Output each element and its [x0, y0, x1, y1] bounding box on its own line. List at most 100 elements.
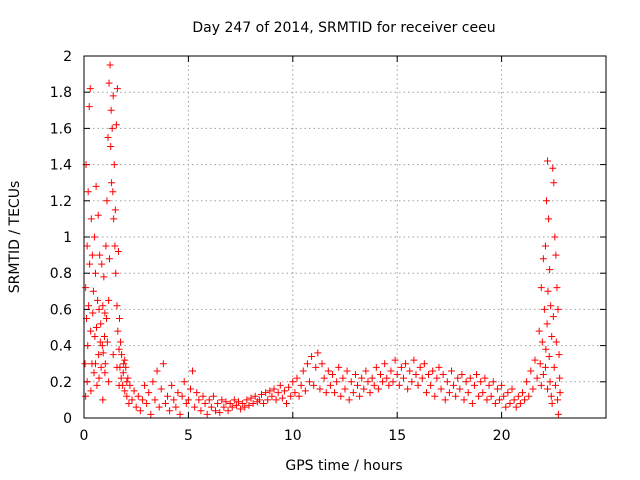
data-point — [379, 378, 387, 386]
data-point — [546, 266, 554, 274]
data-point — [306, 378, 314, 386]
data-point — [276, 381, 284, 389]
data-point — [274, 389, 282, 397]
data-point — [345, 396, 353, 404]
data-point — [397, 363, 405, 371]
data-point — [147, 410, 155, 418]
data-point — [556, 374, 564, 382]
data-point — [203, 410, 211, 418]
data-point — [114, 327, 122, 335]
data-point — [498, 381, 506, 389]
data-point — [91, 360, 99, 368]
data-point — [214, 400, 222, 408]
data-point — [141, 381, 149, 389]
data-point — [536, 360, 544, 368]
data-point — [101, 360, 109, 368]
data-point — [545, 215, 553, 223]
data-point — [435, 363, 443, 371]
data-point — [527, 367, 535, 375]
data-point — [197, 407, 205, 415]
data-point — [287, 392, 295, 400]
data-point — [542, 197, 550, 205]
x-tick-label: 20 — [493, 428, 511, 444]
data-point — [293, 374, 301, 382]
data-point — [549, 164, 557, 172]
data-point — [272, 396, 280, 404]
data-point — [535, 327, 543, 335]
x-axis-label: GPS time / hours — [285, 458, 402, 474]
data-point — [491, 400, 499, 408]
data-point — [195, 396, 203, 404]
data-point — [83, 378, 91, 386]
data-point — [207, 403, 215, 411]
data-point — [113, 302, 121, 310]
data-point — [550, 363, 558, 371]
data-point — [111, 242, 119, 250]
data-point — [320, 374, 328, 382]
data-point — [110, 161, 118, 169]
data-point — [299, 367, 307, 375]
data-point — [552, 338, 560, 346]
data-point — [425, 371, 433, 379]
data-point — [96, 338, 104, 346]
data-point — [88, 251, 96, 259]
data-point — [393, 371, 401, 379]
data-point — [540, 305, 548, 313]
data-point — [554, 305, 562, 313]
data-point — [89, 287, 97, 295]
data-point — [100, 273, 108, 281]
data-point — [115, 314, 123, 322]
data-point — [87, 327, 95, 335]
data-point — [83, 242, 91, 250]
data-point — [556, 389, 564, 397]
data-point — [404, 385, 412, 393]
data-point — [318, 360, 326, 368]
data-point — [117, 338, 125, 346]
data-point — [391, 356, 399, 364]
data-point — [174, 389, 182, 397]
data-point — [473, 371, 481, 379]
data-point — [222, 398, 230, 406]
data-point — [441, 396, 449, 404]
data-point — [149, 378, 157, 386]
grid — [84, 56, 606, 418]
data-point — [508, 385, 516, 393]
data-point — [544, 157, 552, 165]
data-point — [322, 389, 330, 397]
data-point — [429, 367, 437, 375]
data-point — [193, 389, 201, 397]
data-point — [533, 374, 541, 382]
data-point — [260, 400, 268, 408]
data-point — [97, 320, 105, 328]
data-point — [90, 369, 98, 377]
data-point — [360, 385, 368, 393]
data-point — [184, 396, 192, 404]
data-point — [439, 371, 447, 379]
data-point — [228, 403, 236, 411]
data-point — [466, 374, 474, 382]
data-point — [483, 396, 491, 404]
data-point — [541, 363, 549, 371]
y-tick-label: 0.8 — [50, 266, 72, 282]
data-point — [172, 403, 180, 411]
data-point — [107, 143, 115, 150]
data-point — [387, 367, 395, 375]
data-point — [477, 378, 485, 386]
data-point — [414, 381, 422, 389]
data-point — [308, 352, 316, 360]
data-point — [416, 363, 424, 371]
data-point — [485, 381, 493, 389]
data-point — [551, 233, 559, 241]
data-point — [312, 363, 320, 371]
data-point — [114, 247, 122, 255]
data-point — [103, 338, 111, 346]
data-point — [126, 381, 134, 389]
data-point — [420, 360, 428, 368]
data-point — [343, 367, 351, 375]
y-tick-label: 1 — [63, 230, 72, 246]
data-point — [82, 392, 90, 400]
data-point — [552, 251, 560, 259]
data-point — [99, 302, 107, 310]
data-point — [502, 403, 510, 411]
data-point — [108, 179, 116, 187]
